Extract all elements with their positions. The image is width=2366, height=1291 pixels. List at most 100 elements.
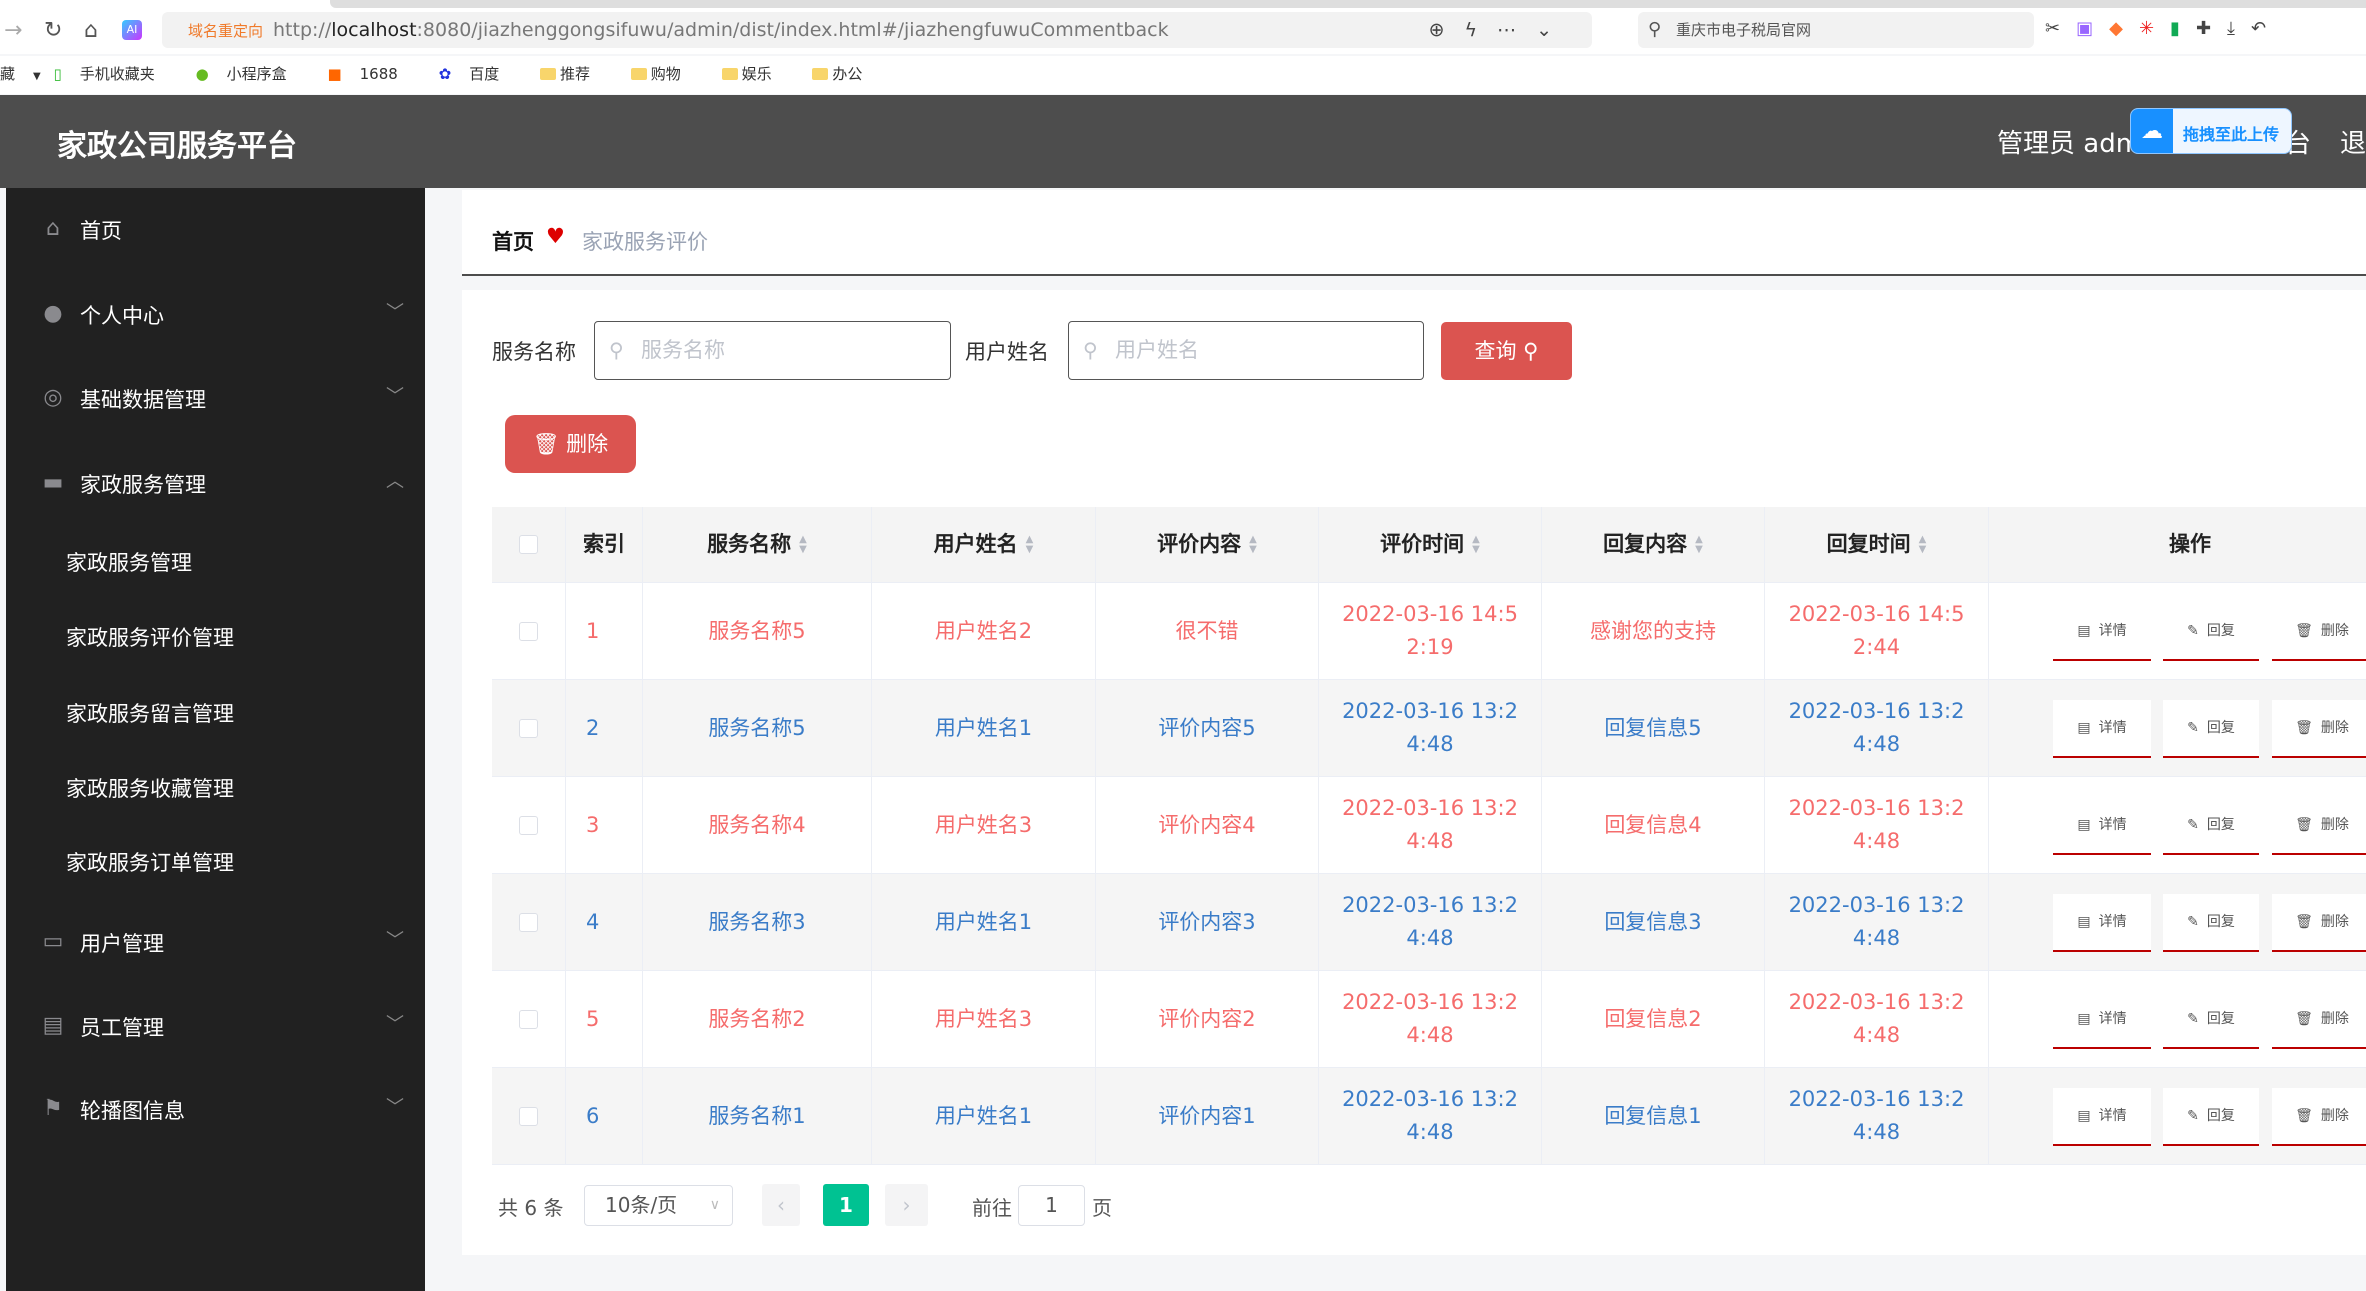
network-icon[interactable]: ✳ bbox=[2138, 18, 2171, 39]
column-header[interactable]: 评价时间 ▲ ▼ bbox=[1319, 507, 1542, 582]
table-cell: 2022-03-16 13:24:48 bbox=[1319, 971, 1542, 1067]
sort-icon[interactable]: ▲ ▼ bbox=[1025, 533, 1034, 555]
table-cell: 服务名称5 bbox=[643, 680, 872, 776]
column-header[interactable]: 回复内容 ▲ ▼ bbox=[1542, 507, 1765, 582]
goto-page-input[interactable]: 1 bbox=[1018, 1185, 1085, 1226]
sidebar-item-2[interactable]: ● 个人中心 ﹀ bbox=[6, 284, 425, 344]
address-bar[interactable]: 域名重定向 http://localhost:8080/jiazhenggongs… bbox=[162, 12, 1592, 48]
sidebar-subitem[interactable]: 家政服务收藏管理 bbox=[66, 777, 234, 801]
cell-text: 回复信息5 bbox=[1604, 715, 1702, 740]
reply-button[interactable]: ✎ 回复 bbox=[2163, 797, 2259, 855]
detail-button[interactable]: ▤ 详情 bbox=[2053, 991, 2151, 1049]
row-checkbox[interactable] bbox=[519, 912, 538, 932]
sidebar-item-1[interactable]: ⌂ 首页 bbox=[6, 199, 425, 259]
sidebar-item-5[interactable]: ▭ 用户管理 ﹀ bbox=[6, 912, 425, 972]
sidebar-item-6[interactable]: ▤ 员工管理 ﹀ bbox=[6, 996, 425, 1056]
sidebar-subitem[interactable]: 家政服务管理 bbox=[66, 551, 192, 575]
column-header[interactable]: 服务名称 ▲ ▼ bbox=[643, 507, 872, 582]
undo-icon[interactable]: ↶ bbox=[2251, 18, 2283, 39]
page-1-button[interactable]: 1 bbox=[823, 1184, 869, 1226]
detail-button[interactable]: ▤ 详情 bbox=[2053, 894, 2151, 952]
delete-button[interactable]: 🗑 删除 bbox=[2272, 1088, 2366, 1146]
reload-icon[interactable]: ↻ bbox=[44, 18, 63, 43]
bookmark-folder[interactable]: 办公 bbox=[812, 65, 880, 83]
sidebar-subitem[interactable]: 家政服务留言管理 bbox=[66, 702, 234, 726]
bookmark[interactable]: ▯ 手机收藏夹 bbox=[53, 65, 155, 83]
detail-button[interactable]: ▤ 详情 bbox=[2053, 1088, 2151, 1146]
browser-toolbar: → ↻ ⌂ AI 域名重定向 http://localhost:8080/jiaz… bbox=[0, 10, 2366, 54]
logout-link[interactable]: 退 bbox=[2340, 129, 2366, 159]
cell-text: 2022-03-16 13:24:48 bbox=[1788, 893, 1965, 950]
browser-search-box[interactable]: ⚲ 重庆市电子税局官网 bbox=[1638, 12, 2034, 48]
book-icon[interactable]: ▮ bbox=[2170, 18, 2196, 39]
sort-icon[interactable]: ▲ ▼ bbox=[1695, 533, 1703, 555]
upload-widget[interactable]: ☁ 拖拽至此上传 bbox=[2130, 108, 2292, 154]
browser-tab[interactable] bbox=[330, 0, 2366, 8]
delete-button[interactable]: 🗑 删除 bbox=[2272, 797, 2366, 855]
bolt-icon[interactable]: ϟ bbox=[1464, 19, 1498, 41]
reply-button[interactable]: ✎ 回复 bbox=[2163, 1088, 2259, 1146]
row-checkbox[interactable] bbox=[519, 1009, 538, 1029]
download-icon[interactable]: ⤓ bbox=[2227, 18, 2252, 39]
sidebar-subitem[interactable]: 家政服务订单管理 bbox=[66, 851, 234, 875]
sidebar-item-7[interactable]: ⚑ 轮播图信息 ﹀ bbox=[6, 1079, 425, 1139]
bookmark[interactable]: ● 小程序盒 bbox=[195, 65, 287, 83]
batch-delete-button[interactable]: 🗑 删除 bbox=[505, 415, 636, 473]
select-all-checkbox[interactable] bbox=[519, 535, 538, 554]
table-cell: 2022-03-16 13:24:48 bbox=[1319, 680, 1542, 776]
chevron-down-icon[interactable]: ⌄ bbox=[1536, 19, 1572, 41]
bookmark-folder[interactable]: 推荐 bbox=[539, 65, 608, 83]
reply-button[interactable]: ✎ 回复 bbox=[2163, 700, 2259, 758]
next-page-button[interactable]: › bbox=[885, 1184, 928, 1226]
shop-icon: ▬ bbox=[42, 470, 64, 495]
caret-icon[interactable]: ▼ bbox=[33, 71, 41, 82]
service-name-input[interactable]: ⚲ 服务名称 bbox=[594, 321, 951, 380]
column-header[interactable]: 用户姓名 ▲ ▼ bbox=[872, 507, 1096, 582]
sort-icon[interactable]: ▲ ▼ bbox=[1918, 533, 1927, 555]
detail-button[interactable]: ▤ 详情 bbox=[2053, 603, 2151, 661]
sidebar-item-3[interactable]: ◎ 基础数据管理 ﹀ bbox=[6, 368, 425, 428]
zoom-icon[interactable]: ⊕ bbox=[1428, 19, 1465, 41]
page-size-select[interactable]: 10条/页 ∨ bbox=[584, 1185, 733, 1226]
actions-cell: ▤ 详情 ✎ 回复 🗑 删除 bbox=[1989, 971, 2366, 1067]
row-checkbox[interactable] bbox=[519, 621, 538, 641]
bookmark-folder[interactable]: 购物 bbox=[630, 65, 699, 83]
delete-button[interactable]: 🗑 删除 bbox=[2272, 991, 2366, 1049]
ai-icon[interactable]: AI bbox=[122, 20, 142, 40]
sort-icon[interactable]: ▲ ▼ bbox=[1472, 533, 1480, 555]
reply-button[interactable]: ✎ 回复 bbox=[2163, 603, 2259, 661]
sidebar-item-4[interactable]: ▬ 家政服务管理 ︿ bbox=[6, 453, 425, 513]
bookmark[interactable]: ✿ 百度 bbox=[438, 65, 500, 83]
sort-icon[interactable]: ▲ ▼ bbox=[1249, 533, 1257, 555]
column-header[interactable]: 回复时间 ▲ ▼ bbox=[1765, 507, 1989, 582]
detail-button[interactable]: ▤ 详情 bbox=[2053, 797, 2151, 855]
delete-button[interactable]: 🗑 删除 bbox=[2272, 894, 2366, 952]
game-icon[interactable]: ◆ bbox=[2109, 18, 2139, 39]
scissors-icon[interactable]: ✂ bbox=[2045, 18, 2077, 39]
bookmark[interactable]: 藏 bbox=[0, 65, 16, 83]
forward-icon[interactable]: → bbox=[4, 18, 23, 43]
puzzle-icon[interactable]: ✚ bbox=[2195, 18, 2228, 39]
url-host: localhost bbox=[331, 19, 417, 41]
cell-text: 2 bbox=[586, 715, 600, 740]
column-header[interactable]: 评价内容 ▲ ▼ bbox=[1096, 507, 1319, 582]
detail-button[interactable]: ▤ 详情 bbox=[2053, 700, 2151, 758]
delete-button[interactable]: 🗑 删除 bbox=[2272, 700, 2366, 758]
sidebar-subitem[interactable]: 家政服务评价管理 bbox=[66, 626, 234, 650]
home-icon[interactable]: ⌂ bbox=[84, 18, 98, 43]
bookmark-folder[interactable]: 娱乐 bbox=[721, 65, 790, 83]
sort-icon[interactable]: ▲ ▼ bbox=[799, 533, 807, 555]
reply-button[interactable]: ✎ 回复 bbox=[2163, 991, 2259, 1049]
translate-icon[interactable]: ▣ bbox=[2076, 18, 2110, 39]
row-checkbox[interactable] bbox=[519, 1106, 538, 1126]
reply-button[interactable]: ✎ 回复 bbox=[2163, 894, 2259, 952]
breadcrumb-home[interactable]: 首页 bbox=[492, 230, 534, 254]
prev-page-button[interactable]: ‹ bbox=[762, 1184, 800, 1226]
row-checkbox[interactable] bbox=[519, 718, 538, 738]
more-icon[interactable]: ⋯ bbox=[1497, 19, 1537, 41]
query-button[interactable]: 查询 ⚲ bbox=[1441, 322, 1572, 380]
delete-button[interactable]: 🗑 删除 bbox=[2272, 603, 2366, 661]
user-name-input[interactable]: ⚲ 用户姓名 bbox=[1068, 321, 1424, 380]
bookmark[interactable]: ■ 1688 bbox=[327, 65, 398, 83]
row-checkbox[interactable] bbox=[519, 815, 538, 835]
